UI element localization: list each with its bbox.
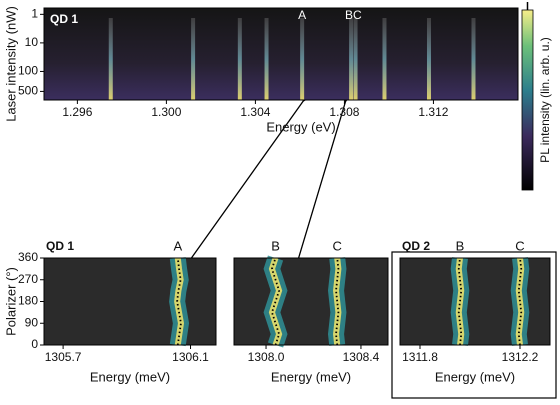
peak-streak — [264, 18, 269, 100]
panel-label: QD 2 — [402, 239, 430, 253]
x-tick-label: 1.300 — [151, 105, 181, 119]
peak-streak — [353, 18, 358, 100]
x-tick-label: 1305.7 — [45, 350, 82, 364]
y-tick-label: 0 — [31, 337, 38, 351]
y-axis-label: Polarizer (°) — [3, 267, 18, 336]
x-tick-label: 1.312 — [418, 105, 448, 119]
panel-label: QD 1 — [46, 239, 74, 253]
x-tick-label: 1308.0 — [248, 350, 285, 364]
frame — [399, 257, 551, 346]
peak-streak — [191, 18, 196, 100]
y-tick-label: 270 — [18, 272, 38, 286]
y-tick-label: 500 — [18, 84, 38, 98]
peak-streak — [426, 18, 431, 100]
fit-line — [457, 257, 463, 346]
peak-label: C — [515, 238, 524, 253]
peak-streak — [300, 18, 305, 100]
y-tick-label: 100 — [18, 64, 38, 78]
y-tick-label: 90 — [25, 315, 39, 329]
x-axis-label: Energy (eV) — [266, 119, 335, 134]
x-tick-label: 1.308 — [329, 105, 359, 119]
fit-line — [271, 257, 281, 346]
peak-streak — [349, 18, 354, 100]
x-tick-label: 1312.2 — [502, 350, 539, 364]
y-tick-label: 10 — [25, 35, 39, 49]
fit-line — [176, 257, 182, 346]
peak-streak — [471, 18, 476, 100]
heatmap-bg — [44, 258, 216, 345]
peak-label: C — [333, 238, 342, 253]
arrow — [297, 91, 354, 261]
peak-streak — [108, 18, 113, 100]
x-tick-label: 1.296 — [62, 105, 92, 119]
peak-label: BC — [345, 8, 362, 22]
heatmap-bg — [234, 258, 388, 345]
y-tick-label: 360 — [18, 250, 38, 264]
peak-label: B — [271, 238, 280, 253]
peak-label: A — [298, 8, 306, 22]
y-axis-label: Laser intensity (nW) — [3, 6, 18, 122]
colorbar-label: PL intensity (lin. arb. u.) — [538, 37, 552, 163]
x-tick-label: 1308.4 — [343, 350, 380, 364]
peak-streak — [237, 18, 242, 100]
x-axis-label: Energy (meV) — [435, 369, 515, 384]
fit-line — [517, 257, 523, 346]
peak-label: B — [456, 238, 465, 253]
fit-line — [335, 257, 340, 346]
peak-streak — [382, 18, 387, 100]
peak-label: A — [173, 238, 182, 253]
frame — [43, 7, 519, 101]
colorbar — [521, 9, 534, 191]
arrow — [189, 90, 313, 261]
y-tick-label: 1 — [31, 7, 38, 21]
panel-label: QD 1 — [50, 12, 78, 26]
y-tick-label: 180 — [18, 294, 38, 308]
x-tick-label: 1.304 — [240, 105, 270, 119]
qd2-frame — [391, 251, 557, 399]
x-axis-label: Energy (meV) — [271, 369, 351, 384]
x-tick-label: 1311.8 — [402, 350, 438, 364]
x-axis-label: Energy (meV) — [90, 369, 170, 384]
x-tick-label: 1306.1 — [172, 350, 209, 364]
frame — [233, 257, 389, 346]
heatmap-bg — [44, 8, 518, 100]
